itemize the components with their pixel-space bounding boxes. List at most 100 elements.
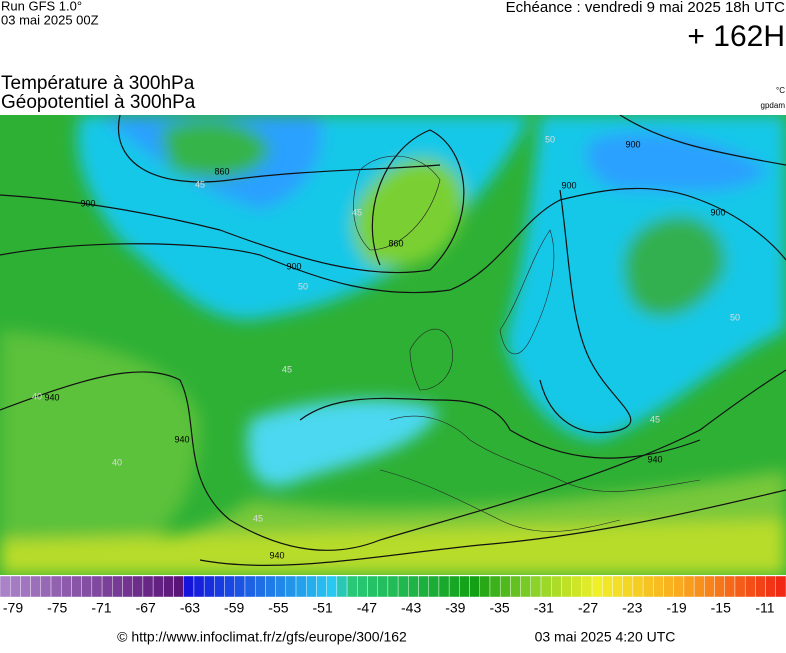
- scale-label: -31: [534, 600, 554, 616]
- scale-label: -75: [47, 600, 67, 616]
- scale-swatch: [0, 575, 11, 598]
- scale-swatch: [428, 575, 440, 598]
- scale-label: -27: [578, 600, 598, 616]
- contour-label: 45: [352, 207, 362, 217]
- color-scale: -79 -75 -71 -67 -63 -59 -55 -51 -47 -43 -39 -35 -31 -…: [0, 575, 786, 616]
- contour-label: 940: [647, 454, 662, 464]
- scale-swatch: [642, 575, 654, 598]
- scale-swatch: [387, 575, 399, 598]
- scale-swatch: [122, 575, 133, 598]
- contour-label: 860: [388, 238, 403, 248]
- scale-label: -43: [401, 600, 421, 616]
- footer-time: 03 mai 2025 4:20 UTC: [535, 629, 676, 645]
- footer-url: © http://www.infoclimat.fr/z/gfs/europe/…: [117, 629, 407, 645]
- scale-swatch: [346, 575, 358, 598]
- scale-swatch: [397, 575, 409, 598]
- contour-labels: 860 860 900 900 900 900 900 940 940 940 940 45 45 45 4…: [32, 134, 740, 560]
- scale-swatch: [377, 575, 389, 598]
- contour-label: 40: [112, 457, 122, 467]
- scale-label: -11: [755, 600, 774, 616]
- scale-swatch: [30, 575, 42, 598]
- contour-label: 900: [561, 180, 576, 190]
- scale-swatch: [244, 575, 256, 598]
- contour-label: 45: [195, 179, 205, 189]
- contour-label: 940: [44, 392, 59, 402]
- scale-swatch: [91, 575, 103, 598]
- scale-swatch: [265, 575, 276, 598]
- contour-label: 940: [269, 550, 284, 560]
- scale-swatch: [50, 575, 62, 598]
- scale-swatch: [316, 575, 327, 598]
- scale-swatch: [673, 575, 685, 598]
- scale-swatch: [20, 575, 31, 598]
- contour-label: 45: [282, 364, 292, 374]
- scale-swatch: [193, 575, 205, 598]
- scale-swatch: [469, 575, 480, 598]
- scale-label: -47: [357, 600, 377, 616]
- scale-swatch: [510, 575, 521, 598]
- contour-label: 860: [214, 166, 229, 176]
- scale-swatch: [765, 575, 776, 598]
- scale-swatch: [132, 575, 144, 598]
- scale-label: -79: [3, 600, 23, 616]
- scale-swatch: [571, 575, 583, 598]
- contour-label: 900: [625, 139, 640, 149]
- scale-label: -63: [180, 600, 200, 616]
- scale-label: -23: [622, 600, 642, 616]
- scale-swatch: [459, 575, 470, 598]
- scale-swatch: [10, 575, 21, 598]
- scale-swatch: [602, 575, 613, 598]
- run-date: 03 mai 2025 00Z: [1, 12, 99, 27]
- scale-swatch: [81, 575, 93, 598]
- scale-swatch: [142, 575, 154, 598]
- scale-swatch: [744, 575, 756, 598]
- contour-label: 50: [730, 312, 740, 322]
- scale-swatch: [40, 575, 52, 598]
- scale-swatch: [704, 575, 715, 598]
- contour-label: 900: [710, 207, 725, 217]
- scale-swatch: [183, 575, 195, 598]
- scale-swatch: [540, 575, 552, 598]
- scale-swatch: [326, 575, 338, 598]
- contour-label: 50: [298, 281, 308, 291]
- scale-swatch: [622, 575, 634, 598]
- scale-swatch: [367, 575, 378, 598]
- scale-swatch: [632, 575, 644, 598]
- scale-swatch: [163, 575, 174, 598]
- run-label: Run GFS 1.0°: [1, 0, 82, 13]
- contour-label: 45: [650, 414, 660, 424]
- scale-swatch: [357, 575, 368, 598]
- scale-swatch: [173, 575, 184, 598]
- echeance: Echéance : vendredi 9 mai 2025 18h UTC: [506, 0, 785, 16]
- title-temperature: Température à 300hPa: [1, 73, 195, 94]
- scale-swatch: [71, 575, 82, 598]
- scale-swatch: [612, 575, 623, 598]
- contour-label: 50: [545, 134, 555, 144]
- scale-label: -51: [313, 600, 333, 616]
- scale-swatch: [724, 575, 736, 598]
- scale-swatch: [683, 575, 695, 598]
- scale-swatch: [275, 575, 287, 598]
- scale-swatch: [775, 575, 786, 598]
- scale-swatch: [653, 575, 664, 598]
- title-geopotential: Géopotentiel à 300hPa: [1, 92, 196, 113]
- scale-swatch: [530, 575, 542, 598]
- scale-label: -67: [136, 600, 156, 616]
- scale-swatch: [295, 575, 307, 598]
- scale-swatch: [448, 575, 460, 598]
- unit-temperature: °C: [776, 86, 785, 95]
- scale-label: -39: [445, 600, 465, 616]
- scale-label: -71: [91, 600, 111, 616]
- scale-swatch: [663, 575, 674, 598]
- unit-geopotential: gpdam: [761, 101, 786, 110]
- scale-swatch: [418, 575, 429, 598]
- scale-swatch: [203, 575, 215, 598]
- scale-swatch: [479, 575, 491, 598]
- scale-swatch: [61, 575, 72, 598]
- scale-swatch: [499, 575, 511, 598]
- contours: [0, 115, 786, 566]
- scale-swatch: [714, 575, 725, 598]
- scale-swatch: [520, 575, 532, 598]
- scale-swatch: [551, 575, 562, 598]
